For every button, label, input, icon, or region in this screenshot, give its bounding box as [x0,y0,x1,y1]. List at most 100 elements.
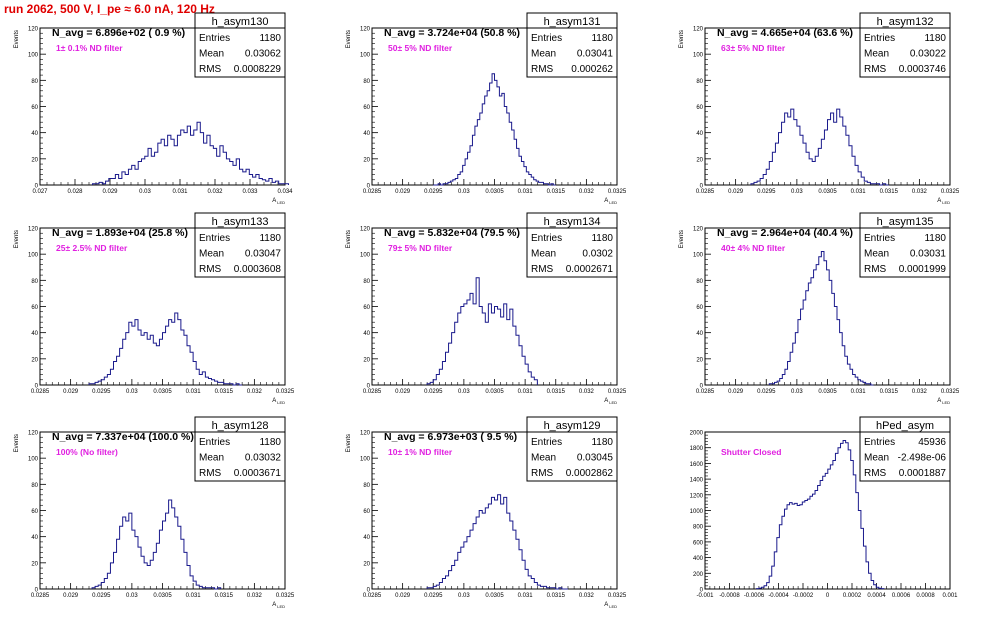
y-tick-label: 0 [35,384,39,390]
stat-label: Mean [199,249,224,260]
filter-label: 1± 0.1% ND filter [56,43,123,53]
stat-label: Mean [864,49,889,60]
stat-label: Mean [199,453,224,464]
filter-label: 50± 5% ND filter [388,43,453,53]
stat-label: RMS [864,264,887,275]
x-tick-label: 0.0295 [92,593,111,599]
x-tick-label: 0.0315 [547,593,566,599]
histogram-line [92,121,289,185]
stat-value: 0.03062 [245,49,282,60]
x-tick-label: 0.031 [851,389,867,395]
y-tick-label: 100 [28,457,39,463]
x-tick-label: 0.0325 [276,593,295,599]
y-axis-title: Events [679,30,685,48]
histogram-name: hPed_asym [876,420,934,432]
x-tick-label: 0.0295 [92,389,111,395]
x-tick-label: 0.03 [791,189,803,195]
x-tick-label: 0.0004 [867,593,886,599]
histogram-line [91,499,222,590]
y-tick-label: 80 [31,483,38,489]
x-tick-label: 0.0325 [941,189,960,195]
x-tick-label: 0.0295 [424,593,443,599]
y-tick-label: 120 [693,27,704,33]
x-tick-label: 0.0315 [215,593,234,599]
histogram-line [426,494,568,590]
x-tick-label: 0.0295 [757,189,776,195]
x-tick-label: 0.0295 [424,189,443,195]
x-tick-label: 0.0305 [485,189,504,195]
filter-label: Shutter Closed [721,447,781,457]
x-tick-label: 0.031 [518,389,534,395]
y-tick-label: 60 [363,105,370,111]
x-axis-title: ALED [272,198,285,205]
y-tick-label: 40 [31,535,38,541]
stat-label: Mean [864,249,889,260]
y-tick-label: 100 [360,253,371,259]
stat-label: Mean [531,249,556,260]
y-tick-label: 1400 [690,478,704,484]
histogram-panel-h_asym135: 0 20 40 60 80 100 120 0.0285 0.029 0.0295 0.03 0.03… [679,212,960,405]
x-tick-label: 0.0285 [363,189,382,195]
histogram-name: h_asym133 [212,216,269,228]
stat-label: Mean [531,453,556,464]
y-axis-title: Events [14,30,20,48]
stats-box [194,212,286,278]
y-axis-title: Events [346,230,352,248]
n-avg-label: N_avg = 6.973e+03 ( 9.5 %) [384,431,517,443]
stat-label: RMS [864,468,887,479]
y-tick-label: 120 [28,227,39,233]
y-tick-label: 40 [363,535,370,541]
histogram-panel-h_asym130: 0 20 40 60 80 100 120 0.027 0.028 0.029 0.03 0.031 0… [14,12,293,205]
histogram-panel-hPed_asym: 0 200 400 600 800 1000 1200 1400 1600 1800 2000 -0.… [690,416,958,599]
stat-value: 0.03045 [577,453,614,464]
y-tick-label: 80 [31,279,38,285]
histogram-name: h_asym131 [544,16,601,28]
x-tick-label: -0.0002 [793,593,814,599]
x-axis-title: ALED [604,398,617,405]
y-tick-label: 120 [360,27,371,33]
histogram-line [768,251,874,386]
stat-value: 0.0302 [582,249,613,260]
x-tick-label: 0.029 [728,189,744,195]
x-tick-label: 0.029 [395,189,411,195]
x-tick-label: 0.0295 [757,389,776,395]
stat-label: RMS [199,468,222,479]
n-avg-label: N_avg = 1.893e+04 (25.8 %) [52,227,188,239]
histogram-name: h_asym128 [212,420,269,432]
stat-value: 0.03031 [910,249,947,260]
x-tick-label: 0.031 [518,593,534,599]
x-tick-label: 0.0285 [363,593,382,599]
x-tick-label: 0.0315 [547,389,566,395]
histogram-name: h_asym135 [877,216,934,228]
y-tick-label: 120 [360,227,371,233]
stats-box [194,416,286,482]
y-tick-label: 60 [363,305,370,311]
x-axis-title: ALED [937,398,950,405]
x-tick-label: 0.03 [126,389,138,395]
x-tick-label: 0.031 [172,189,188,195]
y-axis-title: Events [14,434,20,452]
y-tick-label: 80 [363,279,370,285]
n-avg-label: N_avg = 4.665e+04 (63.6 %) [717,27,853,39]
x-tick-label: 0.0305 [485,389,504,395]
x-tick-label: 0.0285 [696,189,715,195]
stat-value: 0.0003608 [234,264,282,275]
x-tick-label: 0.033 [242,189,258,195]
stat-label: Entries [531,437,562,448]
filter-label: 79± 5% ND filter [388,243,453,253]
y-tick-label: 60 [696,105,703,111]
y-tick-label: 1200 [690,493,704,499]
y-tick-label: 0 [367,588,371,594]
filter-label: 100% (No filter) [56,447,118,457]
y-tick-label: 40 [363,331,370,337]
stat-value: -2.498e-06 [898,453,947,464]
stats-box [194,12,286,78]
x-tick-label: 0 [826,593,830,599]
x-tick-label: 0.029 [63,389,79,395]
stats-box [859,12,951,78]
x-tick-label: -0.0006 [744,593,765,599]
x-tick-label: 0.0295 [424,389,443,395]
y-axis-title: Events [679,230,685,248]
x-tick-label: 0.0008 [916,593,935,599]
y-tick-label: 40 [363,131,370,137]
